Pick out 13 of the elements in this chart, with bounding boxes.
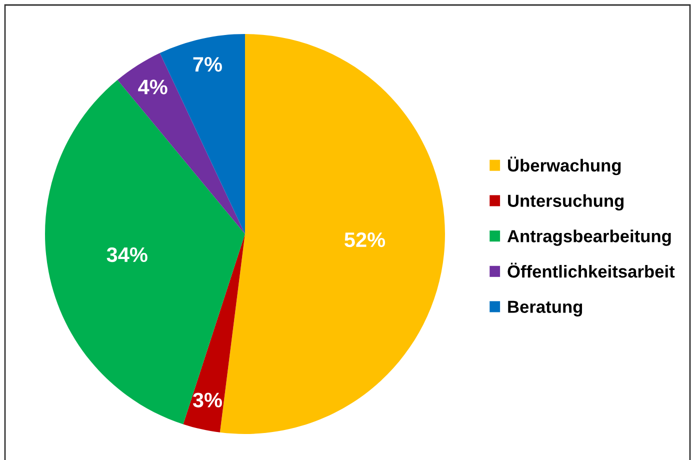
legend-label: Beratung: [508, 300, 582, 316]
legend-label: Antragsbearbeitung: [507, 230, 671, 246]
pie-slice: [45, 80, 245, 424]
pie-slice: [118, 53, 245, 234]
data-label: 34%: [106, 247, 148, 262]
data-label: 7%: [193, 57, 222, 72]
data-label: 52%: [344, 232, 386, 248]
legend-label: Überwachung: [508, 156, 621, 176]
legend-label: Öffentlichkeitsarbeit: [508, 262, 675, 278]
pie-slice: [183, 234, 245, 432]
data-label: 4%: [138, 80, 168, 94]
data-label: 3%: [192, 392, 222, 408]
legend-label: Untersuchung: [508, 194, 624, 210]
